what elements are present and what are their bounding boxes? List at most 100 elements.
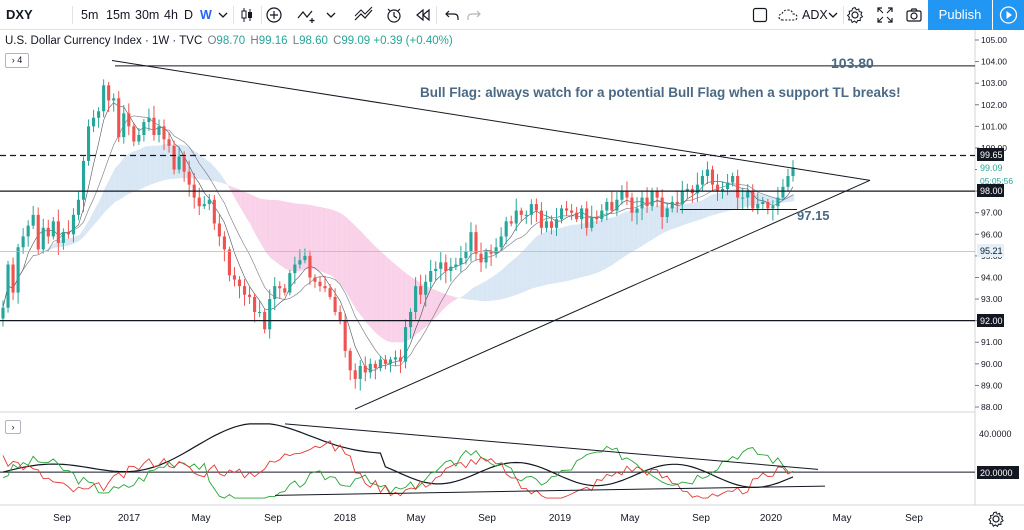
price-tick-label: 96.00 [981, 229, 1003, 239]
candle-body [741, 197, 745, 199]
cloud-segment [356, 226, 362, 317]
divider [72, 6, 73, 24]
time-axis-label: May [833, 513, 852, 524]
cloud-segment [582, 222, 588, 277]
candle-body [172, 145, 176, 170]
candle-body [273, 286, 277, 300]
high-value: 99.16 [258, 35, 288, 47]
time-axis-label: Sep [478, 513, 496, 524]
chevron-down-icon[interactable] [824, 6, 842, 24]
camera-icon[interactable] [905, 6, 923, 24]
interval-5m[interactable]: 5m [81, 8, 99, 22]
candle-body [378, 359, 382, 369]
cloud-segment [109, 168, 115, 207]
cloud-segment [366, 237, 372, 329]
cloud-segment [497, 269, 503, 301]
candle-body [660, 197, 664, 218]
candle-body [575, 212, 579, 220]
candle-body [66, 232, 70, 235]
indicators-icon[interactable] [353, 6, 375, 24]
candle-body [167, 139, 171, 146]
candle-body [162, 126, 166, 140]
fullscreen-square-icon[interactable] [751, 6, 769, 24]
compare-icon[interactable] [296, 6, 318, 24]
triangle-upper-trendline [111, 60, 871, 181]
symbol-search[interactable]: DXY [6, 7, 33, 22]
candle-body [46, 227, 50, 237]
cloud-segment [467, 288, 473, 300]
candle-body [112, 98, 116, 101]
cloud-segment [140, 146, 146, 190]
candle-body [720, 188, 725, 192]
price-tag-98: 98.00 [977, 184, 1004, 197]
interval-d[interactable]: D [184, 8, 194, 22]
cloud-segment [396, 265, 402, 343]
candle-body [122, 113, 126, 138]
time-axis-label: May [621, 513, 640, 524]
cloud-segment [150, 145, 156, 185]
collapse-pane-button[interactable]: › [5, 420, 21, 434]
alert-clock-icon[interactable] [385, 6, 403, 24]
chart-canvas[interactable]: 105.00 104.00 103.00 102.00 101.00 100.00 99.0… [0, 30, 1024, 530]
time-axis-label: 2018 [334, 513, 357, 524]
time-axis-label: Sep [692, 513, 710, 524]
level-low-label: 97.15 [797, 208, 830, 223]
candle-body [524, 214, 528, 216]
gear-icon[interactable] [846, 6, 864, 24]
cloud-segment [386, 256, 392, 343]
candle-body [736, 176, 740, 198]
cloud-segment [341, 213, 347, 293]
low-value: 98.60 [299, 35, 328, 47]
candle-body [182, 156, 186, 172]
publish-button[interactable]: Publish [928, 0, 992, 30]
chevron-down-icon[interactable] [322, 6, 340, 24]
candle-body [147, 117, 151, 123]
interval-4h[interactable]: 4h [164, 8, 178, 22]
chevron-down-icon[interactable] [214, 6, 232, 24]
redo-icon[interactable] [465, 6, 483, 24]
cloud-segment [165, 143, 171, 181]
candle-body [383, 359, 387, 364]
divider [843, 6, 844, 24]
interval-w[interactable]: W [200, 8, 212, 22]
cloud-icon[interactable] [777, 6, 801, 24]
undo-icon[interactable] [443, 6, 461, 24]
candle-body [152, 117, 156, 135]
interval-15m[interactable]: 15m [106, 8, 131, 22]
candles-chart-type-icon[interactable] [238, 6, 256, 24]
candle-body [514, 210, 518, 224]
indicator-template-button[interactable]: ADX [802, 8, 828, 22]
svg-text:98.00: 98.00 [980, 186, 1003, 196]
candle-body [746, 191, 750, 198]
candle-body [308, 255, 312, 278]
candle-body [766, 201, 770, 209]
triangle-lower-trendline [354, 179, 871, 410]
candle-body [786, 176, 790, 187]
candle-body [248, 294, 252, 297]
add-indicator-icon[interactable] [265, 6, 283, 24]
cloud-segment [613, 215, 619, 265]
cloud-segment [19, 269, 25, 279]
replay-icon[interactable] [414, 6, 432, 24]
interval-30m[interactable]: 30m [135, 8, 160, 22]
candle-body [554, 219, 559, 228]
cloud-segment [431, 288, 437, 322]
cloud-segment [135, 149, 141, 192]
price-tick-label: 100.00 [981, 143, 1007, 153]
expand-icon[interactable] [876, 6, 894, 24]
candle-body [519, 210, 523, 215]
cloud-segment [74, 234, 80, 244]
candle-body [71, 214, 76, 235]
price-tick-label: 91.00 [981, 337, 1003, 347]
collapse-indicators-button[interactable]: › 4 [5, 53, 29, 68]
divider [261, 6, 262, 24]
cloud-segment [618, 212, 624, 261]
divider [233, 6, 234, 24]
low-label: L [292, 35, 300, 47]
candle-body [227, 249, 231, 276]
candle-body [102, 85, 106, 112]
play-button[interactable] [993, 0, 1024, 30]
cloud-segment [532, 235, 538, 289]
svg-text:05:05:56: 05:05:56 [980, 176, 1013, 186]
gear-icon[interactable] [988, 511, 1004, 528]
